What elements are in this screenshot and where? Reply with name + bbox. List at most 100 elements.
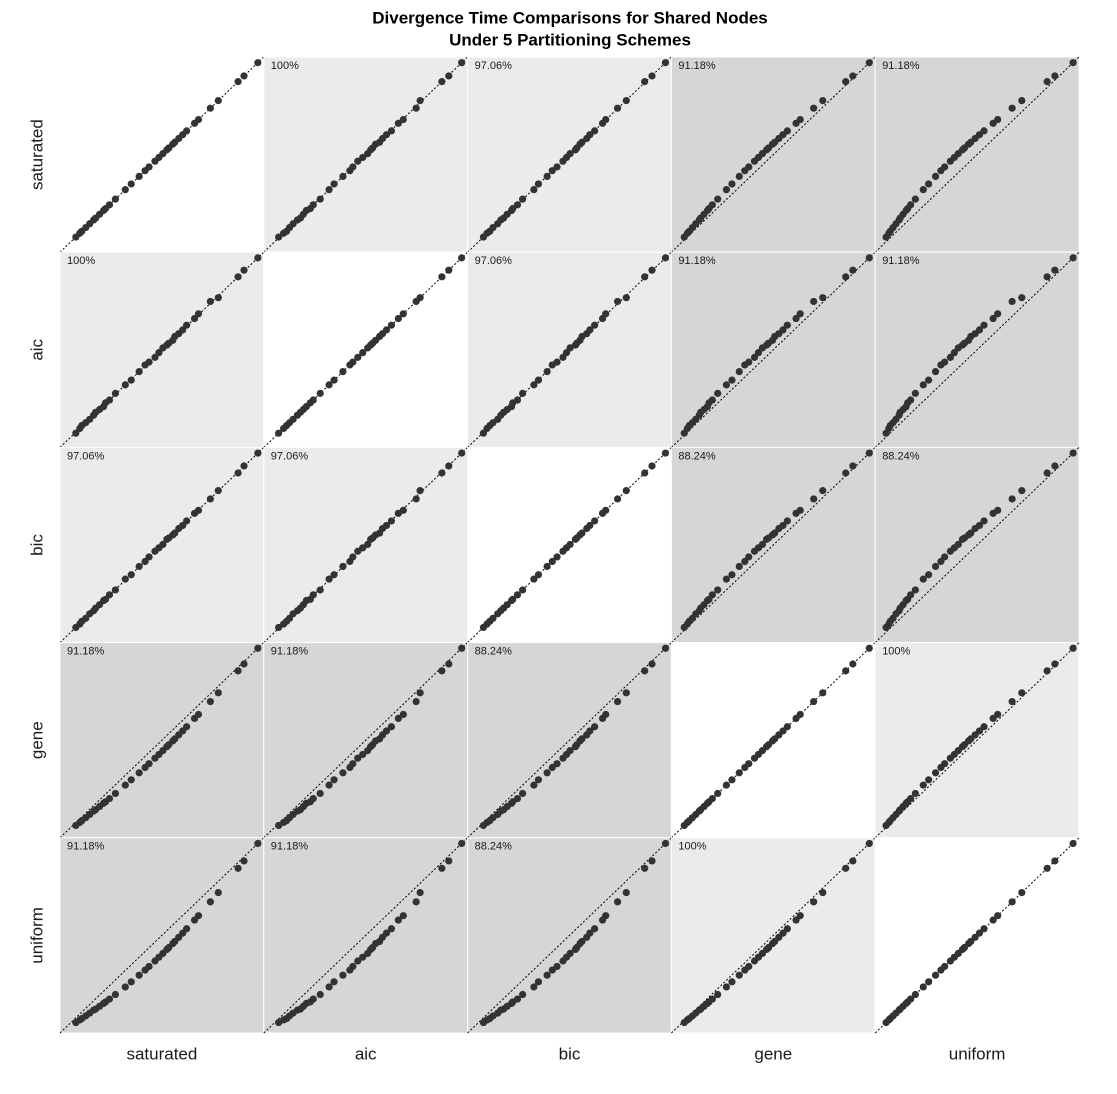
point (779, 521, 787, 530)
point (586, 929, 594, 937)
point (758, 540, 767, 549)
point (849, 266, 857, 274)
point (613, 898, 622, 906)
point (722, 781, 731, 789)
point (941, 163, 949, 171)
reference-line (874, 642, 1080, 839)
chart-title: Divergence Time Comparisons for Shared N… (372, 8, 768, 27)
point (127, 376, 135, 384)
point (745, 163, 753, 171)
point (194, 710, 203, 719)
column-label: saturated (126, 1044, 197, 1063)
point (183, 321, 191, 329)
agreement-label: 97.06% (475, 60, 513, 72)
agreement-label: 91.18% (678, 255, 716, 267)
point (925, 376, 933, 384)
panel (59, 837, 265, 1034)
point (586, 521, 594, 530)
agreement-label: 97.06% (475, 255, 513, 267)
point (194, 912, 203, 920)
agreement-label: 100% (678, 841, 706, 853)
point (543, 971, 551, 979)
point (1051, 857, 1059, 865)
point (919, 983, 927, 991)
point (989, 314, 997, 323)
point (382, 131, 391, 139)
point (783, 321, 791, 329)
point (179, 326, 187, 334)
point (648, 266, 656, 274)
point (458, 449, 466, 457)
point (1018, 294, 1026, 302)
point (183, 925, 191, 933)
point (530, 575, 538, 583)
row-label: uniform (27, 907, 46, 964)
point (387, 321, 396, 329)
agreement-label: 91.18% (67, 646, 105, 658)
point (519, 586, 527, 594)
agreement-label: 88.24% (475, 841, 513, 853)
point (234, 469, 242, 477)
point (349, 163, 357, 171)
chart-title: Under 5 Partitioning Schemes (449, 30, 691, 49)
point (661, 449, 670, 457)
point (641, 273, 649, 281)
point (354, 754, 362, 762)
point (1043, 78, 1051, 86)
point (865, 449, 873, 457)
point (438, 864, 446, 872)
point (907, 201, 915, 209)
point (722, 983, 731, 991)
point (925, 776, 933, 784)
point (543, 367, 551, 376)
agreement-label: 91.18% (882, 255, 920, 267)
point (946, 353, 954, 361)
point (783, 925, 791, 933)
point (412, 898, 420, 906)
point (382, 929, 391, 937)
point (967, 529, 975, 537)
point (745, 962, 753, 971)
point (728, 978, 736, 986)
point (445, 462, 453, 470)
point (399, 506, 407, 514)
reference-line (467, 837, 672, 1034)
point (316, 195, 324, 203)
point (708, 794, 716, 803)
point (1008, 697, 1016, 706)
point (534, 776, 543, 784)
point (714, 389, 722, 397)
point (309, 201, 317, 209)
point (849, 72, 857, 80)
point (796, 310, 804, 318)
point (359, 153, 367, 162)
agreement-label: 88.24% (882, 450, 920, 462)
point (416, 888, 424, 897)
point (548, 557, 556, 566)
point (1051, 660, 1059, 668)
point (771, 529, 779, 537)
point (399, 912, 407, 920)
row-label: saturated (27, 119, 46, 190)
point (354, 353, 362, 361)
point (394, 119, 402, 127)
point (591, 321, 599, 329)
point (931, 769, 940, 777)
point (382, 521, 391, 530)
point (316, 389, 324, 397)
reference-line (59, 642, 265, 839)
point (750, 353, 759, 361)
point (661, 59, 670, 67)
point (994, 115, 1002, 124)
point (1051, 462, 1059, 470)
point (722, 575, 731, 583)
point (145, 553, 153, 561)
point (980, 321, 988, 329)
point (254, 59, 262, 67)
point (543, 172, 551, 180)
agreement-label: 91.18% (271, 646, 309, 658)
point (206, 104, 214, 112)
point (412, 104, 420, 112)
point (919, 381, 927, 389)
reference-line (874, 447, 1080, 643)
